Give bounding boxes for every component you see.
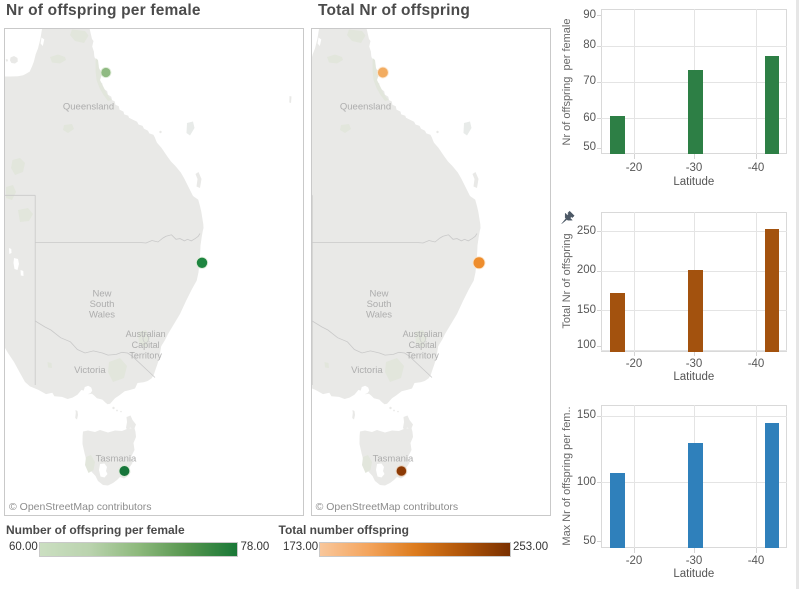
svg-text:New: New [369, 288, 388, 299]
svg-text:Territory: Territory [406, 350, 439, 360]
svg-text:Capital: Capital [408, 340, 436, 350]
svg-text:Queensland: Queensland [63, 102, 114, 113]
svg-text:Tasmania: Tasmania [372, 453, 413, 464]
svg-text:Territory: Territory [129, 350, 162, 360]
svg-text:Wales: Wales [366, 310, 392, 321]
svg-text:Capital: Capital [132, 340, 160, 350]
svg-text:Victoria: Victoria [351, 365, 383, 376]
svg-text:Victoria: Victoria [74, 365, 106, 376]
svg-text:Tasmania: Tasmania [96, 453, 137, 464]
svg-text:South: South [366, 299, 391, 310]
svg-text:Australian: Australian [402, 329, 442, 339]
svg-text:Queensland: Queensland [339, 102, 390, 113]
svg-text:New: New [92, 288, 111, 299]
svg-text:South: South [90, 299, 115, 310]
svg-text:Wales: Wales [89, 310, 115, 321]
svg-text:Australian: Australian [126, 329, 166, 339]
